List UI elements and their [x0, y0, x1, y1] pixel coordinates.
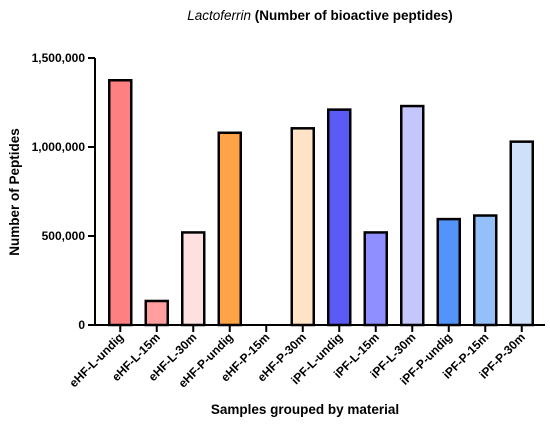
bar — [327, 108, 352, 327]
bar — [290, 127, 315, 327]
chart-title: Lactoferrin (Number of bioactive peptide… — [187, 8, 453, 23]
y-tick-label: 1,000,000 — [32, 140, 86, 154]
chart-title-italic: Lactoferrin — [187, 8, 251, 23]
x-ticks: eHF-L-undigeHF-L-15meHF-L-30meHF-P-undig… — [67, 325, 528, 391]
bar — [108, 79, 133, 327]
bar — [144, 299, 169, 327]
bar — [181, 231, 206, 327]
y-ticks: 0 500,000 1,000,000 1,500,000 — [32, 51, 95, 332]
y-axis-title: Number of Peptides — [7, 128, 22, 256]
bars — [108, 79, 534, 327]
bar — [509, 140, 534, 327]
bar — [400, 104, 425, 327]
bar — [473, 214, 498, 327]
y-tick-label: 500,000 — [42, 229, 86, 243]
x-axis-title: Samples grouped by material — [211, 402, 399, 417]
chart-title-rest: (Number of bioactive peptides) — [251, 8, 453, 23]
bar — [217, 131, 242, 327]
bar — [363, 231, 388, 327]
bar — [436, 217, 461, 327]
y-tick-label: 1,500,000 — [32, 51, 86, 65]
y-tick-label: 0 — [78, 318, 85, 332]
